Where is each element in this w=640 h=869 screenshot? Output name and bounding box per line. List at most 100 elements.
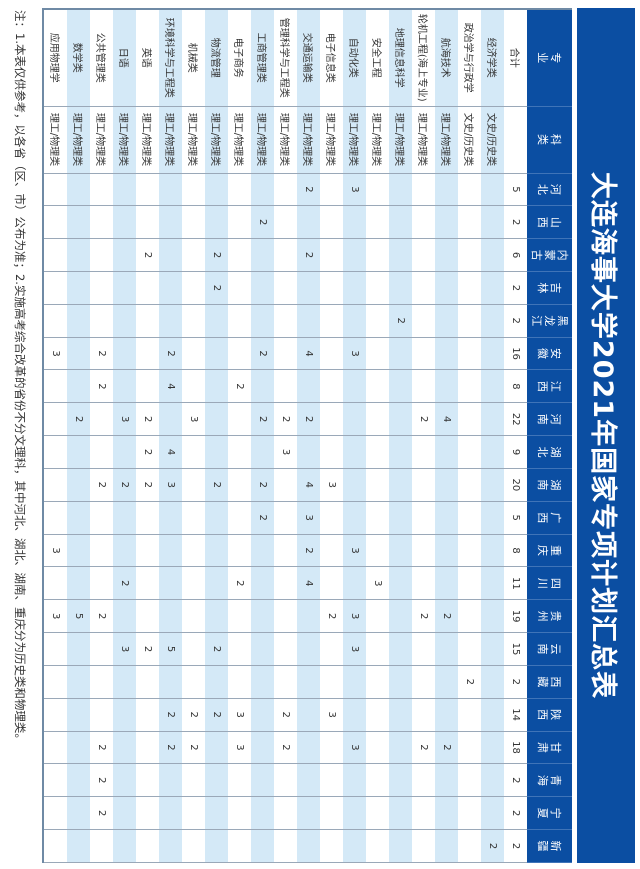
- quota-cell: [228, 173, 251, 206]
- quota-cell: [320, 337, 343, 370]
- quota-cell: [228, 271, 251, 305]
- quota-cell: [389, 369, 412, 403]
- quota-cell: [136, 665, 159, 699]
- quota-cell: 2: [90, 337, 113, 370]
- quota-cell: [366, 829, 389, 863]
- header-province: 贵州: [527, 599, 572, 633]
- category-cell: 理工/物理类: [297, 106, 320, 173]
- quota-cell: 2: [90, 468, 113, 502]
- quota-cell: [481, 337, 504, 370]
- table-row: 安全工程 理工/物理类 3: [366, 9, 389, 863]
- quota-cell: [90, 173, 113, 206]
- quota-cell: 4: [297, 566, 320, 600]
- quota-cell: [43, 796, 67, 830]
- quota-cell: 2: [274, 731, 297, 764]
- quota-cell: [251, 796, 274, 830]
- quota-cell: 3: [159, 468, 182, 502]
- quota-cell: 2: [412, 599, 435, 633]
- quota-cell: [458, 829, 481, 863]
- quota-cell: [343, 304, 366, 338]
- quota-cell: [366, 238, 389, 272]
- quota-cell: [159, 796, 182, 830]
- category-cell: 理工/物理类: [251, 106, 274, 173]
- quota-cell: [136, 534, 159, 567]
- quota-cell: 3: [343, 731, 366, 764]
- quota-cell: [481, 369, 504, 403]
- quota-cell: [458, 369, 481, 403]
- quota-cell: [90, 238, 113, 272]
- quota-cell: [412, 566, 435, 600]
- category-cell: 文史/历史类: [458, 106, 481, 173]
- quota-cell: [159, 205, 182, 239]
- header-category: 科类: [527, 106, 572, 173]
- quota-cell: [458, 337, 481, 370]
- quota-cell: [297, 665, 320, 699]
- table-row: 英语 理工/物理类 2 2 2 2 2: [136, 9, 159, 863]
- quota-cell: 3: [366, 566, 389, 600]
- quota-cell: [159, 665, 182, 699]
- quota-cell: [43, 829, 67, 863]
- quota-cell: 2: [251, 402, 274, 436]
- quota-cell: [389, 402, 412, 436]
- quota-cell: [205, 665, 228, 699]
- quota-cell: [366, 665, 389, 699]
- quota-cell: 2: [435, 731, 458, 764]
- table-row: 轮机工程(海上专业) 理工/物理类 2 2 2: [412, 9, 435, 863]
- quota-cell: [481, 566, 504, 600]
- quota-cell: [274, 271, 297, 305]
- quota-cell: [182, 369, 205, 403]
- quota-cell: [90, 501, 113, 535]
- quota-cell: [67, 337, 90, 370]
- quota-cell: [435, 796, 458, 830]
- quota-cell: 3: [113, 632, 136, 666]
- quota-cell: [136, 271, 159, 305]
- category-cell: 理工/物理类: [228, 106, 251, 173]
- quota-cell: [458, 468, 481, 502]
- major-cell: 日语: [113, 9, 136, 106]
- quota-cell: [251, 534, 274, 567]
- quota-cell: [182, 271, 205, 305]
- quota-cell: [90, 665, 113, 699]
- quota-cell: 2: [435, 599, 458, 633]
- quota-cell: 2: [504, 271, 527, 305]
- quota-cell: [458, 205, 481, 239]
- quota-cell: [458, 501, 481, 535]
- quota-cell: 3: [320, 468, 343, 502]
- quota-cell: 2: [251, 501, 274, 535]
- quota-cell: [343, 369, 366, 403]
- major-cell: 电子商务: [228, 9, 251, 106]
- quota-cell: 4: [297, 468, 320, 502]
- major-cell: 交通运输类: [297, 9, 320, 106]
- quota-cell: [366, 632, 389, 666]
- quota-cell: [228, 501, 251, 535]
- quota-cell: 5: [504, 501, 527, 535]
- quota-cell: 2: [504, 796, 527, 830]
- quota-cell: [43, 731, 67, 764]
- quota-cell: [458, 599, 481, 633]
- quota-cell: 3: [274, 435, 297, 469]
- quota-cell: [366, 501, 389, 535]
- quota-cell: [274, 304, 297, 338]
- quota-cell: [182, 763, 205, 797]
- quota-cell: [43, 468, 67, 502]
- table-row: 经济学类 文史/历史类 2: [481, 9, 504, 863]
- quota-cell: [458, 534, 481, 567]
- quota-cell: [458, 173, 481, 206]
- quota-cell: [343, 435, 366, 469]
- quota-cell: 2: [90, 369, 113, 403]
- quota-cell: [90, 566, 113, 600]
- quota-cell: [43, 369, 67, 403]
- quota-cell: [458, 698, 481, 732]
- quota-cell: [389, 238, 412, 272]
- page-title: 大连海事大学2021年国家专项计划汇总表: [577, 8, 635, 863]
- quota-cell: [43, 402, 67, 436]
- quota-cell: [458, 271, 481, 305]
- quota-cell: [458, 435, 481, 469]
- quota-cell: [481, 665, 504, 699]
- quota-cell: 2: [136, 632, 159, 666]
- quota-cell: 2: [251, 468, 274, 502]
- category-cell: 理工/物理类: [343, 106, 366, 173]
- quota-cell: [136, 337, 159, 370]
- quota-cell: [251, 829, 274, 863]
- quota-cell: 2: [67, 402, 90, 436]
